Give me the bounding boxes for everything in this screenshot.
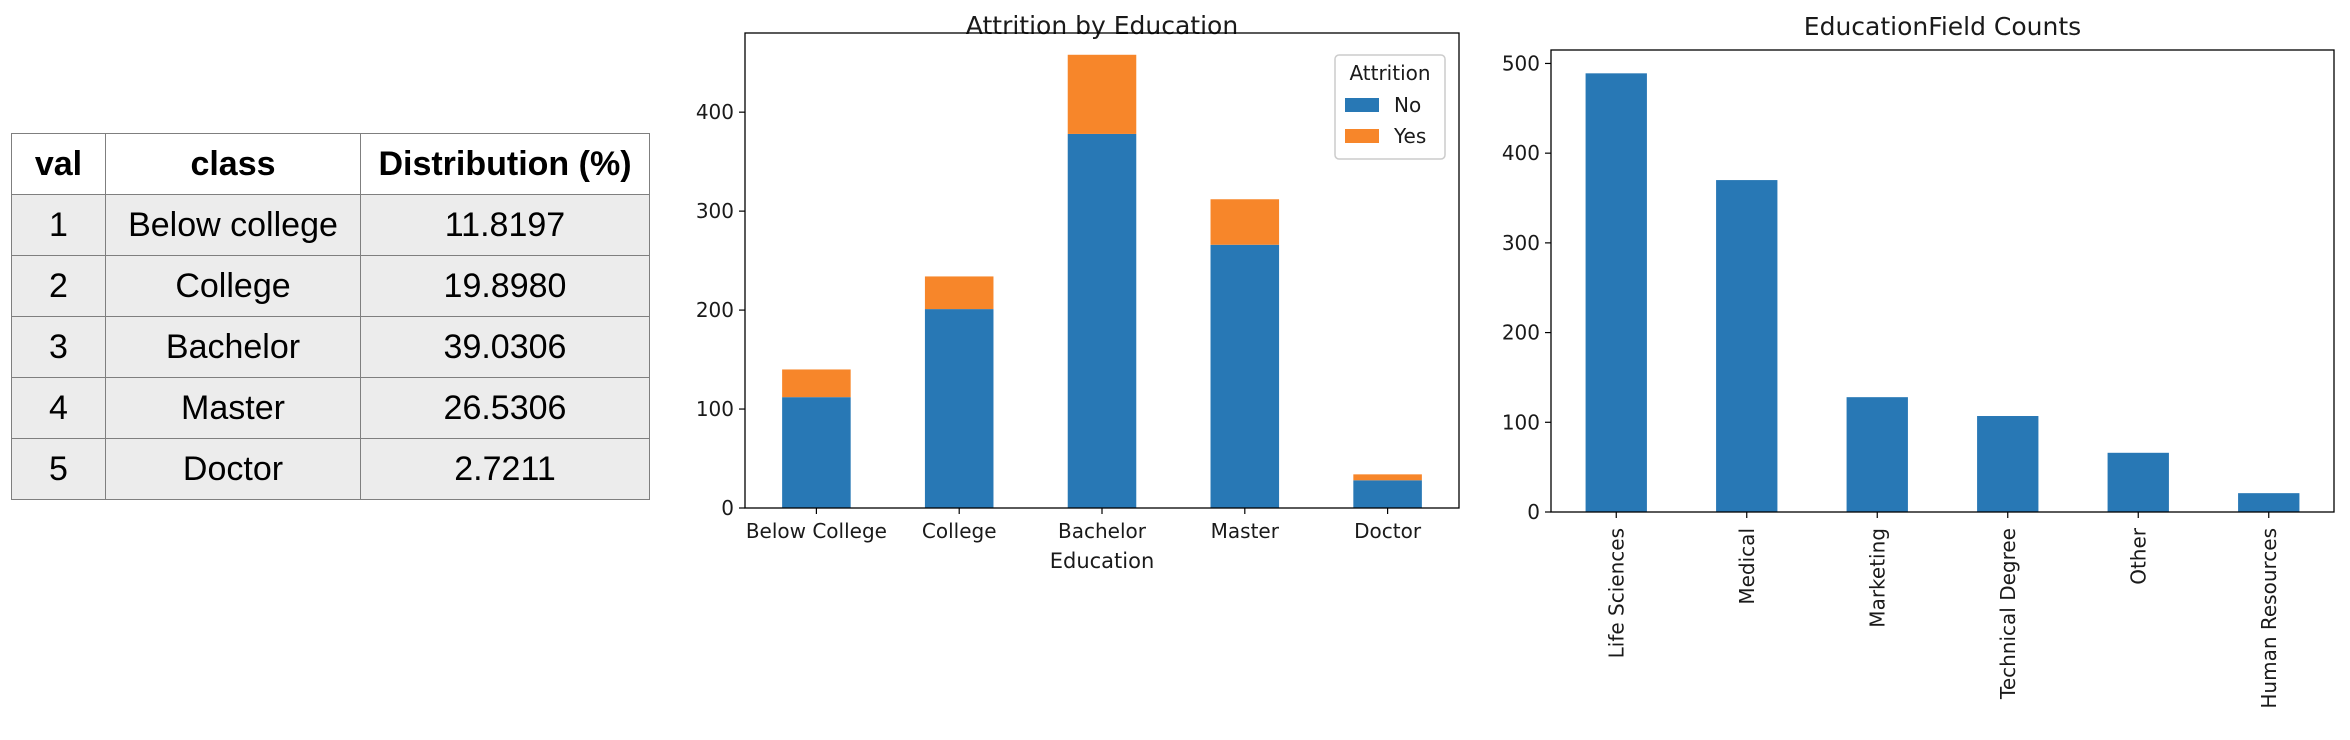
y-tick-label: 200 xyxy=(696,298,734,322)
table-cell-val: 5 xyxy=(11,438,106,500)
table-row: 1 Below college 11.8197 xyxy=(11,194,650,256)
x-tick-label: Life Sciences xyxy=(1604,528,1628,658)
bar-marketing xyxy=(1846,397,1908,512)
chart-title: EducationField Counts xyxy=(1804,12,2081,41)
x-tick-label: Marketing xyxy=(1865,528,1889,628)
legend-label-yes: Yes xyxy=(1393,124,1426,148)
y-tick-label: 100 xyxy=(696,397,734,421)
table-cell-distribution: 26.5306 xyxy=(360,377,650,439)
legend-swatch-yes xyxy=(1345,129,1379,143)
table-cell-val: 3 xyxy=(11,316,106,378)
table-row: 4 Master 26.5306 xyxy=(11,377,650,439)
x-tick-label: Below College xyxy=(746,519,887,543)
bar-no-doctor xyxy=(1353,480,1422,508)
x-tick-label: Medical xyxy=(1735,528,1759,605)
table-cell-distribution: 2.7211 xyxy=(360,438,650,500)
y-tick-label: 0 xyxy=(721,496,734,520)
table-cell-class: College xyxy=(105,255,361,317)
table-cell-distribution: 39.0306 xyxy=(360,316,650,378)
x-tick-label: Human Resources xyxy=(2257,528,2281,709)
x-tick-label: Technical Degree xyxy=(1996,528,2020,700)
plot-frame xyxy=(1550,49,2335,513)
y-tick-label: 300 xyxy=(696,199,734,223)
table-cell-distribution: 19.8980 xyxy=(360,255,650,317)
legend-label-no: No xyxy=(1394,93,1421,117)
x-tick-label: Other xyxy=(2126,527,2150,585)
bar-medical xyxy=(1716,180,1778,512)
table-header-row: val class Distribution (%) xyxy=(11,133,650,195)
table-cell-val: 1 xyxy=(11,194,106,256)
bar-life-sciences xyxy=(1585,73,1647,512)
y-tick-label: 300 xyxy=(1502,231,1540,255)
x-tick-label: Bachelor xyxy=(1058,519,1147,543)
y-tick-label: 400 xyxy=(696,100,734,124)
bar-yes-college xyxy=(924,276,994,310)
bar-human-resources xyxy=(2238,493,2300,512)
x-tick-label: College xyxy=(922,519,997,543)
column-header-val: val xyxy=(11,133,106,195)
legend-title: Attrition xyxy=(1349,61,1430,85)
plot-frame xyxy=(744,32,1460,509)
table-cell-class: Master xyxy=(105,377,361,439)
y-tick-label: 500 xyxy=(1502,51,1540,75)
table-cell-class: Below college xyxy=(105,194,361,256)
table-row: 5 Doctor 2.7211 xyxy=(11,438,650,500)
bar-other xyxy=(2107,452,2169,512)
bar-yes-below-college xyxy=(782,369,851,398)
y-tick-label: 200 xyxy=(1502,321,1540,345)
chart-title: Attrition by Education xyxy=(966,11,1238,40)
column-header-class: class xyxy=(105,133,361,195)
bar-yes-master xyxy=(1210,199,1280,245)
legend-swatch-no xyxy=(1345,98,1379,112)
y-tick-label: 400 xyxy=(1502,141,1540,165)
bar-yes-bachelor xyxy=(1067,54,1137,134)
table-cell-class: Doctor xyxy=(105,438,361,500)
table-cell-distribution: 11.8197 xyxy=(360,194,650,256)
legend: Attrition No Yes xyxy=(1334,54,1446,160)
table-cell-val: 2 xyxy=(11,255,106,317)
y-tick-label: 100 xyxy=(1502,410,1540,434)
x-tick-label: Master xyxy=(1211,519,1280,543)
x-axis-label: Education xyxy=(1050,549,1155,573)
y-tick-label: 0 xyxy=(1527,500,1540,524)
bar-no-bachelor xyxy=(1067,133,1137,508)
bar-no-master xyxy=(1210,244,1280,509)
bar-no-below-college xyxy=(782,397,851,508)
education-distribution-table: val class Distribution (%) 1 Below colle… xyxy=(11,133,650,500)
table-row: 2 College 19.8980 xyxy=(11,255,650,317)
bar-no-college xyxy=(924,309,994,508)
bar-technical-degree xyxy=(1977,416,2039,512)
bar-yes-doctor xyxy=(1353,474,1422,481)
x-tick-label: Doctor xyxy=(1354,519,1422,543)
